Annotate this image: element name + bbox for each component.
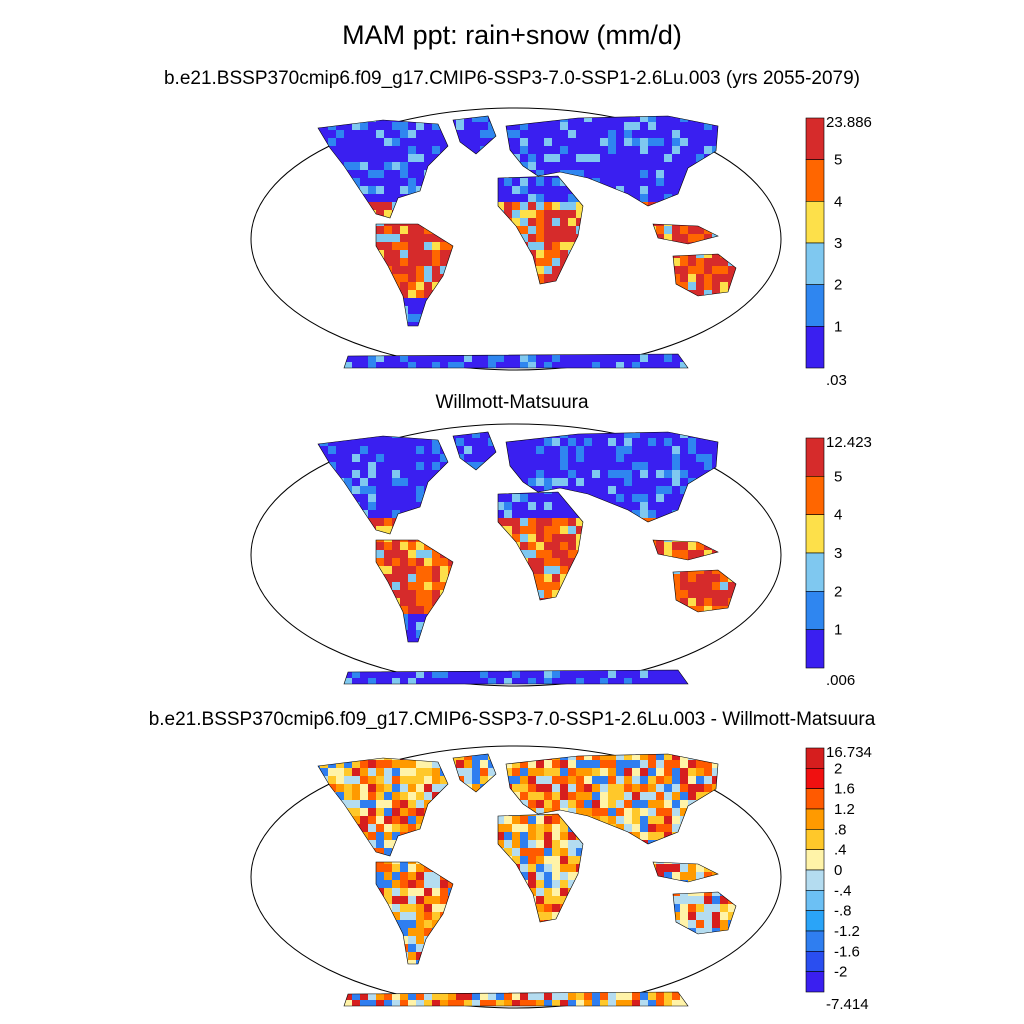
colorbar-swatch bbox=[805, 591, 825, 630]
colorbar-swatch bbox=[805, 284, 825, 327]
colorbar-tick-label: -2 bbox=[834, 964, 847, 981]
colorbar-tick-label: -1.2 bbox=[834, 923, 860, 940]
colorbar-swatch bbox=[805, 829, 825, 850]
panel-2-title: Willmott-Matsuura bbox=[435, 392, 589, 413]
colorbar-swatch bbox=[805, 930, 825, 952]
panel-1-colorbar: 23.886 5 4 3 2 1 .03 bbox=[805, 114, 872, 386]
colorbar-tick-label: 5 bbox=[834, 152, 842, 169]
panel-3-title: b.e21.BSSP370cmip6.f09_g17.CMIP6-SSP3-7.… bbox=[148, 709, 876, 730]
colorbar-tick-label: 2 bbox=[834, 277, 842, 294]
colorbar-swatch bbox=[805, 951, 825, 972]
colorbar-tick-label: 1 bbox=[834, 622, 842, 639]
colorbar-tick-label: 16.734 bbox=[826, 744, 872, 761]
colorbar-tick-label: 2 bbox=[834, 760, 842, 777]
panel-2-map bbox=[250, 423, 782, 687]
panel-3-map bbox=[250, 745, 782, 1009]
colorbar-swatch bbox=[805, 242, 825, 285]
colorbar-swatch bbox=[805, 971, 825, 993]
colorbar-tick-label: 23.886 bbox=[826, 114, 872, 131]
colorbar-tick-label: .8 bbox=[834, 821, 847, 838]
colorbar-swatch bbox=[805, 514, 825, 554]
colorbar-tick-label: -1.6 bbox=[834, 943, 860, 960]
colorbar-tick-label: 3 bbox=[834, 235, 842, 252]
colorbar-swatch bbox=[805, 326, 825, 369]
colorbar-swatch bbox=[805, 117, 825, 160]
figure-title: MAM ppt: rain+snow (mm/d) bbox=[342, 20, 682, 50]
colorbar-tick-label: -.8 bbox=[834, 903, 852, 920]
colorbar-swatch bbox=[805, 747, 825, 769]
colorbar-tick-label: 0 bbox=[834, 862, 842, 879]
colorbar-swatch bbox=[805, 201, 825, 244]
colorbar-tick-label: .03 bbox=[826, 372, 847, 386]
colorbar-swatch bbox=[805, 788, 825, 810]
colorbar-tick-label: 4 bbox=[834, 507, 842, 524]
colorbar-swatch bbox=[805, 552, 825, 592]
colorbar-tick-label: 5 bbox=[834, 468, 842, 485]
colorbar-swatch bbox=[805, 476, 825, 515]
colorbar-tick-label: -.4 bbox=[834, 882, 852, 899]
colorbar-swatch bbox=[805, 910, 825, 932]
colorbar-swatch bbox=[805, 808, 825, 830]
panel-1-title: b.e21.BSSP370cmip6.f09_g17.CMIP6-SSP3-7.… bbox=[163, 68, 861, 89]
colorbar-tick-label: .4 bbox=[834, 842, 847, 859]
colorbar-tick-label: 12.423 bbox=[826, 434, 872, 451]
colorbar-swatch bbox=[805, 437, 825, 477]
colorbar-tick-label: 1.2 bbox=[834, 801, 855, 818]
colorbar-swatch bbox=[805, 849, 825, 871]
colorbar-tick-label: .006 bbox=[826, 672, 855, 686]
panel-2-colorbar: 12.423 5 4 3 2 1 .006 bbox=[805, 434, 872, 686]
colorbar-tick-label: 2 bbox=[834, 583, 842, 600]
colorbar-tick-label: 4 bbox=[834, 193, 842, 210]
colorbar-tick-label: 3 bbox=[834, 545, 842, 562]
colorbar-tick-label: -7.414 bbox=[826, 996, 869, 1010]
panel-1-map bbox=[250, 107, 782, 371]
colorbar-swatch bbox=[805, 890, 825, 911]
colorbar-swatch bbox=[805, 629, 825, 669]
colorbar-swatch bbox=[805, 768, 825, 789]
colorbar-swatch bbox=[805, 869, 825, 891]
colorbar-tick-label: 1.6 bbox=[834, 781, 855, 798]
colorbar-tick-label: 1 bbox=[834, 318, 842, 335]
colorbar-swatch bbox=[805, 159, 825, 202]
